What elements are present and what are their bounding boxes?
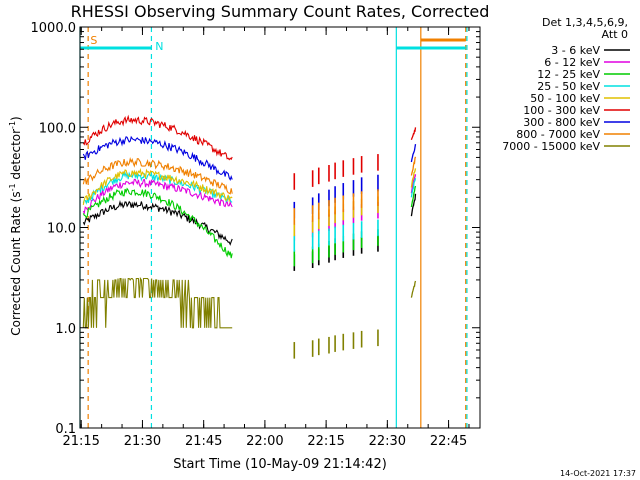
series-segment-1	[82, 114, 233, 161]
series-segment-1	[82, 200, 233, 246]
y-label-main: Corrected Count Rate (s	[9, 191, 23, 335]
y-tick-label: 1.0	[55, 322, 76, 337]
legend-label: 100 - 300 keV	[523, 104, 600, 117]
legend-label: 3 - 6 keV	[551, 44, 600, 57]
flag-label-N: N	[155, 40, 163, 53]
series-segment-tail	[410, 156, 417, 176]
y-label-mid: detector	[9, 129, 23, 184]
series-12-25keV	[82, 185, 417, 267]
legend-label: 50 - 100 keV	[530, 92, 600, 105]
plot-axes: 21:15 21:30 21:45 22:00 22:15 22:30 22:45 1000.…	[31, 21, 481, 449]
legend-label: 12 - 25 keV	[537, 68, 600, 81]
y-tick-label: 1000.0	[31, 21, 77, 36]
series-segment-tail	[410, 185, 417, 208]
legend-label: 25 - 50 keV	[537, 80, 600, 93]
legend-header-detectors: Det 1,3,4,5,6,9,	[542, 16, 628, 29]
chart-title: RHESSI Observing Summary Count Rates, Co…	[71, 2, 490, 21]
y-tick-label: 100.0	[39, 121, 76, 136]
x-tick-label: 22:30	[369, 434, 406, 449]
y-label-sup1: -1	[8, 183, 17, 191]
series-segment-1	[82, 187, 233, 259]
series-segment-1	[82, 178, 233, 215]
series-800-7000keV	[82, 156, 417, 225]
series-segment-1	[82, 276, 233, 329]
y-tick-label: 0.1	[55, 422, 76, 437]
series-segment-tail	[410, 280, 417, 298]
series-7000-15000keV	[82, 276, 417, 359]
series-segment-tail	[410, 178, 417, 198]
series-segment-tail	[410, 168, 417, 188]
x-tick-label: 22:15	[307, 434, 344, 449]
legend-label: 6 - 12 keV	[544, 56, 600, 69]
x-tick-label: 22:45	[430, 434, 467, 449]
series-segment-tail	[410, 174, 417, 194]
x-axis-label: Start Time (10-May-09 21:14:42)	[173, 457, 387, 472]
y-label-end: )	[9, 116, 23, 121]
legend-header-attenuator: Att 0	[602, 28, 628, 41]
series-segment-1	[82, 167, 233, 206]
series-segment-tail	[410, 127, 417, 141]
flag-label-S: S	[90, 34, 97, 47]
y-axis-label: Corrected Count Rate (s-1 detector-1)	[8, 116, 23, 335]
series-100-300keV	[82, 114, 417, 190]
x-tick-label: 21:45	[185, 434, 222, 449]
legend-label: 7000 - 15000 keV	[502, 140, 600, 153]
timestamp-footer: 14-Oct-2021 17:37	[560, 469, 636, 478]
x-tick-label: 21:30	[124, 434, 161, 449]
series-segment-tail	[410, 143, 417, 163]
x-tick-label: 21:15	[62, 434, 99, 449]
y-tick-label: 10.0	[47, 222, 76, 237]
y-label-sup2: -1	[8, 121, 17, 129]
series-segment-1	[82, 157, 233, 195]
legend-label: 300 - 800 keV	[523, 116, 600, 129]
series-segment-tail	[410, 193, 417, 217]
legend-label: 800 - 7000 keV	[516, 128, 600, 141]
x-tick-label: 22:00	[246, 434, 283, 449]
series-segment-1	[82, 135, 233, 181]
